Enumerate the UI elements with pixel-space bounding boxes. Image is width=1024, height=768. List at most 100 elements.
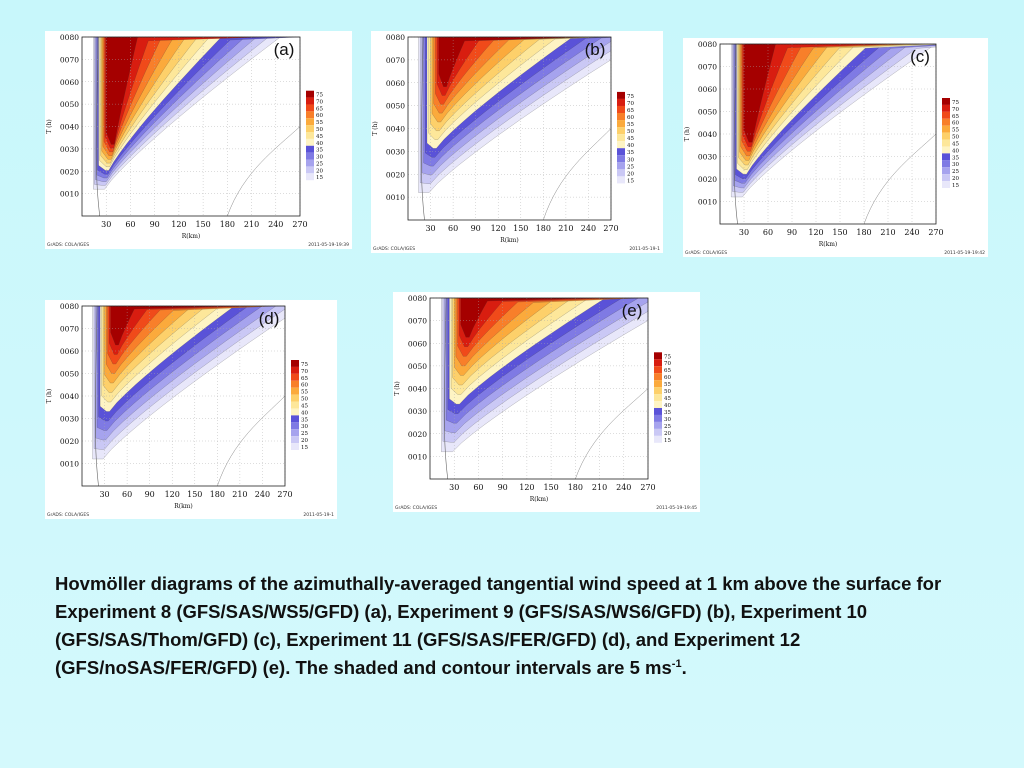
colorbar-label: 60 — [301, 383, 308, 389]
colorbar-swatch — [306, 145, 314, 153]
x-tick-label: 240 — [616, 483, 631, 492]
colorbar-label: 35 — [316, 148, 323, 154]
x-tick-label: 210 — [558, 224, 573, 233]
y-tick-label: 0010 — [386, 193, 405, 202]
contour-band-65 — [107, 306, 270, 365]
colorbar-label: 25 — [316, 161, 323, 167]
colorbar-swatch — [654, 421, 662, 429]
y-tick-label: 0030 — [698, 153, 717, 162]
y-axis-label: T (h) — [46, 389, 53, 403]
x-axis-label: R(km) — [500, 237, 519, 244]
colorbar-label: 15 — [627, 178, 634, 184]
x-tick-label: 150 — [187, 490, 202, 499]
x-tick-label: 210 — [244, 220, 259, 229]
y-tick-label: 0080 — [386, 33, 405, 42]
y-tick-label: 0050 — [386, 102, 405, 111]
colorbar-label: 25 — [952, 169, 959, 175]
colorbar-label: 65 — [301, 376, 308, 382]
colorbar-swatch — [306, 118, 314, 126]
colorbar-label: 75 — [627, 94, 634, 100]
colorbar-swatch — [306, 111, 314, 119]
colorbar-swatch — [306, 97, 314, 105]
x-tick-label: 180 — [536, 224, 551, 233]
contour-line — [733, 44, 738, 224]
colorbar-label: 45 — [316, 134, 323, 140]
x-tick-label: 240 — [904, 228, 919, 237]
colorbar-label: 15 — [301, 445, 308, 451]
caption-end: . — [681, 657, 687, 678]
y-tick-label: 0020 — [386, 170, 405, 179]
contour-band-75 — [438, 37, 582, 87]
x-tick-label: 240 — [255, 490, 270, 499]
colorbar-label: 20 — [316, 168, 323, 174]
colorbar-swatch — [654, 387, 662, 395]
caption-text: Hovmöller diagrams of the azimuthally-av… — [55, 573, 942, 678]
y-tick-label: 0060 — [60, 347, 79, 356]
y-tick-label: 0010 — [698, 198, 717, 207]
colorbar-label: 40 — [627, 143, 634, 149]
colorbar-label: 40 — [316, 141, 323, 147]
colorbar-swatch — [942, 174, 950, 182]
contour-line — [227, 126, 300, 216]
x-tick-label: 30 — [739, 228, 749, 237]
contour-band-65 — [435, 37, 589, 105]
y-tick-label: 0080 — [60, 302, 79, 311]
colorbar-label: 20 — [664, 431, 671, 437]
hovmoller-panel-e: 30 60 90 120 150 180 210 240 270 0010 0020 0030 0040… — [393, 292, 700, 512]
y-tick-label: 0050 — [698, 108, 717, 117]
colorbar-label: 55 — [952, 128, 959, 134]
colorbar-swatch — [942, 111, 950, 119]
y-tick-label: 0070 — [386, 56, 405, 65]
y-tick-label: 0030 — [60, 415, 79, 424]
colorbar-label: 65 — [627, 108, 634, 114]
colorbar-swatch — [291, 373, 299, 381]
colorbar-swatch — [291, 422, 299, 430]
colorbar-swatch — [306, 159, 314, 167]
contour-band-75 — [105, 37, 149, 145]
colorbar-label: 25 — [627, 164, 634, 170]
x-tick-label: 270 — [928, 228, 943, 237]
x-tick-label: 180 — [568, 483, 583, 492]
colorbar-swatch — [617, 113, 625, 121]
x-tick-label: 90 — [498, 483, 508, 492]
x-tick-label: 90 — [471, 224, 481, 233]
x-tick-label: 270 — [277, 490, 292, 499]
hovmoller-panel-d: 30 60 90 120 150 180 210 240 270 0010 0020 0030 0040… — [45, 300, 337, 519]
panel-label: (e) — [622, 301, 643, 320]
colorbar-swatch — [617, 91, 625, 99]
colorbar-swatch — [942, 146, 950, 154]
y-tick-label: 0060 — [386, 79, 405, 88]
y-tick-label: 0020 — [60, 437, 79, 446]
x-tick-label: 90 — [145, 490, 155, 499]
colorbar-label: 65 — [316, 106, 323, 112]
panel-label: (c) — [910, 47, 930, 66]
y-tick-label: 0030 — [408, 407, 427, 416]
colorbar-swatch — [942, 167, 950, 175]
colorbar-swatch — [654, 352, 662, 360]
date-text: 2011-05-19-19:45 — [656, 505, 697, 511]
x-tick-label: 270 — [292, 220, 307, 229]
colorbar-swatch — [306, 132, 314, 139]
y-tick-label: 0050 — [60, 370, 79, 379]
contour-band-75 — [460, 298, 600, 338]
colorbar-label: 70 — [952, 107, 959, 113]
colorbar-swatch — [617, 176, 625, 184]
y-axis-label: T (h) — [372, 121, 379, 135]
colorbar-swatch — [291, 429, 299, 437]
colorbar-label: 45 — [627, 136, 634, 142]
hovmoller-panel-c: 30 60 90 120 150 180 210 240 270 0010 0020 0030 0040… — [683, 38, 988, 257]
colorbar-label: 30 — [664, 417, 671, 423]
colorbar-label: 20 — [627, 171, 634, 177]
colorbar-swatch — [306, 104, 314, 112]
colorbar-label: 75 — [952, 100, 959, 106]
colorbar-label: 60 — [952, 121, 959, 127]
colorbar-label: 35 — [664, 410, 671, 416]
x-tick-label: 120 — [808, 228, 823, 237]
y-axis-label: T (h) — [684, 127, 691, 141]
hovmoller-svg: 30 60 90 120 150 180 210 240 270 0010 0020 0030 0040… — [394, 294, 697, 511]
x-tick-label: 120 — [519, 483, 534, 492]
y-tick-label: 0070 — [60, 325, 79, 334]
colorbar-label: 50 — [952, 135, 959, 141]
colorbar-swatch — [306, 173, 314, 181]
contour-line — [575, 388, 648, 479]
